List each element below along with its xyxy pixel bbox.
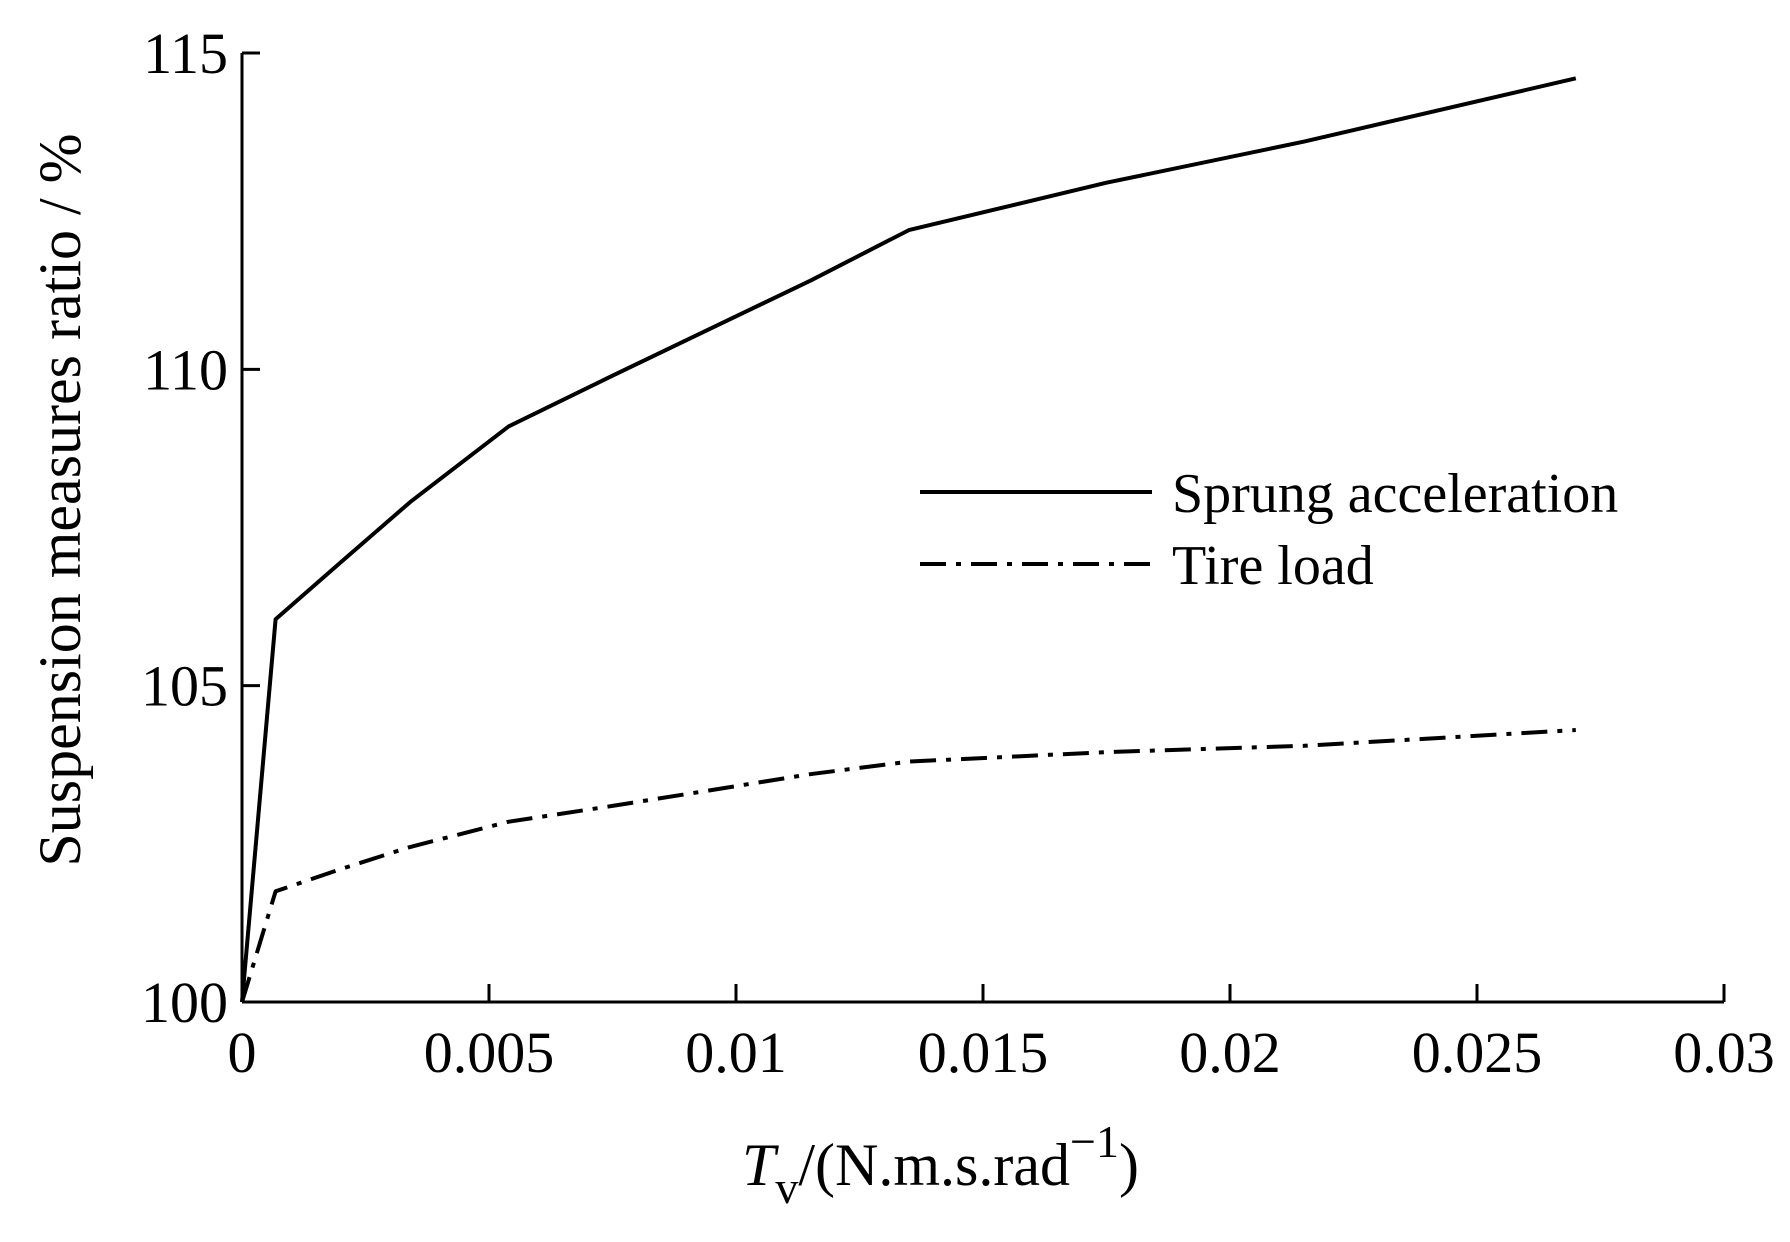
x-tick-label-3: 0.015 <box>918 1020 1049 1085</box>
y-tick-label-1: 105 <box>141 654 228 719</box>
legend-label-tire-load: Tire load <box>1172 535 1374 597</box>
x-axis-label-superscript: −1 <box>1070 1116 1119 1167</box>
x-axis-title: Tv/(N.m.s.rad−1) <box>742 1116 1139 1213</box>
series-line-sprung-acceleration <box>240 76 1577 1003</box>
y-tick-label-2: 110 <box>143 337 228 402</box>
x-tick-label-6: 0.03 <box>1673 1020 1775 1085</box>
x-axis-label-symbol: T <box>742 1132 779 1198</box>
y-axis-title: Suspension measures ratio / % <box>27 133 93 866</box>
x-axis-label-subscript: v <box>775 1162 798 1213</box>
x-tick-label-0: 0 <box>228 1020 257 1085</box>
y-axis-label: Suspension measures ratio / % <box>27 133 93 866</box>
y-tick-label-0: 100 <box>141 970 228 1035</box>
x-tick-label-1: 0.005 <box>424 1020 555 1085</box>
plot-area: 0 0.005 0.01 0.015 0.02 0.025 0.03 100 105 110 115 <box>141 21 1775 1085</box>
x-tick-label-4: 0.02 <box>1179 1020 1281 1085</box>
series-line-tire-load <box>240 728 1576 1003</box>
x-axis-label: Tv/(N.m.s.rad−1) <box>742 1116 1139 1213</box>
y-tick-label-3: 115 <box>143 21 228 86</box>
x-tick-label-2: 0.01 <box>685 1020 787 1085</box>
legend: Sprung acceleration Tire load <box>920 463 1618 597</box>
x-tick-label-5: 0.025 <box>1412 1020 1543 1085</box>
x-axis-label-close: ) <box>1119 1132 1139 1198</box>
legend-label-sprung-acceleration: Sprung acceleration <box>1172 463 1618 525</box>
x-axis-label-units: /(N.m.s.rad <box>798 1132 1070 1198</box>
